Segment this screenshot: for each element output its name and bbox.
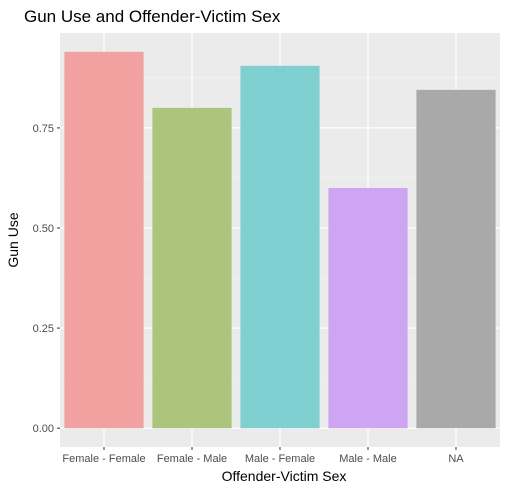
bar-female-female xyxy=(64,51,144,429)
x-tick-label: Male - Female xyxy=(245,453,315,465)
bar-female-male xyxy=(152,107,232,429)
bars xyxy=(64,51,496,429)
chart-title: Gun Use and Offender-Victim Sex xyxy=(24,7,281,26)
x-axis-title: Offender-Victim Sex xyxy=(222,468,347,484)
x-tick-label: Male - Male xyxy=(339,453,396,465)
y-tick-label: 0.50 xyxy=(33,223,54,235)
y-axis-title: Gun Use xyxy=(5,212,21,267)
x-tick-label: Female - Female xyxy=(62,453,145,465)
x-axis: Female - Female Female - Male Male - Femal… xyxy=(62,447,464,465)
y-tick-label: 0.75 xyxy=(33,123,54,135)
bar-male-female xyxy=(240,65,320,429)
y-tick-label: 0.00 xyxy=(33,423,54,435)
y-axis: 0.00 0.25 0.50 0.75 xyxy=(33,123,60,435)
bar-male-male xyxy=(328,187,408,429)
x-tick-label: NA xyxy=(448,453,464,465)
y-tick-label: 0.25 xyxy=(33,323,54,335)
x-tick-label: Female - Male xyxy=(157,453,227,465)
bar-na xyxy=(416,89,496,429)
